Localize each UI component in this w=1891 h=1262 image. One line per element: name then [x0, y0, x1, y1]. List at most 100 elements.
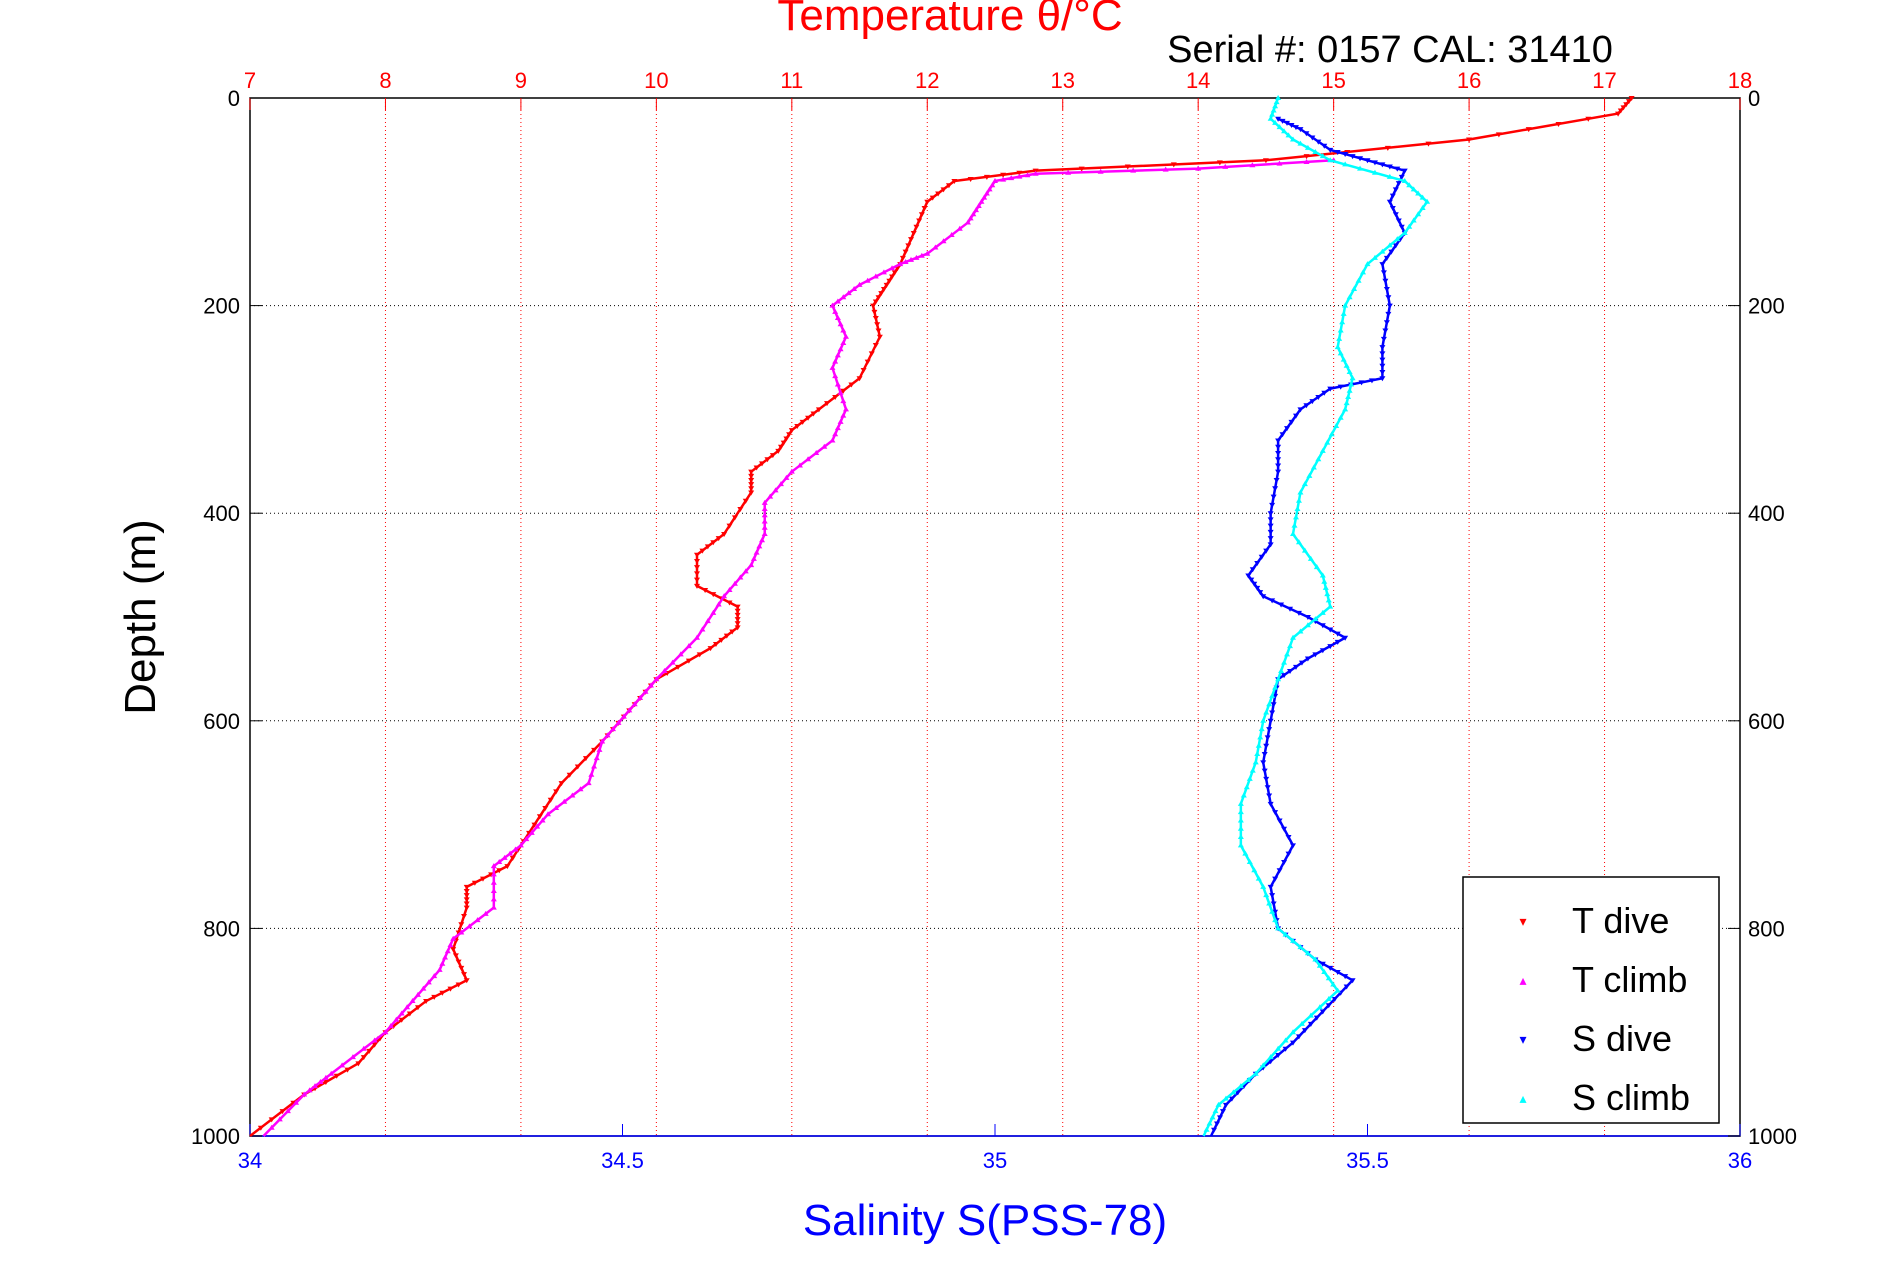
data-point [1216, 160, 1223, 166]
tick-label-depth-left: 0 [228, 86, 240, 111]
data-point [1315, 139, 1322, 145]
data-point [694, 634, 700, 640]
data-point [333, 1073, 340, 1079]
data-point [1275, 1053, 1282, 1059]
data-point [1325, 995, 1332, 1001]
data-point [975, 202, 982, 208]
data-point [620, 713, 627, 719]
data-point [1230, 1089, 1237, 1095]
data-point [837, 321, 844, 327]
data-point [872, 343, 879, 349]
data-point [1379, 357, 1386, 363]
data-point [1312, 148, 1319, 154]
data-point [1315, 394, 1322, 400]
data-point [1267, 1054, 1274, 1060]
data-point [642, 688, 649, 694]
data-point [1260, 760, 1267, 766]
data-point [1346, 387, 1353, 393]
data-point [1252, 759, 1259, 765]
data-point [731, 515, 738, 521]
data-point [840, 327, 847, 333]
data-point [1301, 1028, 1308, 1034]
data-point [945, 183, 952, 189]
data-point [1525, 127, 1532, 133]
data-point [1288, 122, 1295, 128]
data-point [1383, 320, 1390, 326]
data-point [1237, 817, 1244, 823]
data-point [929, 195, 936, 201]
data-point [775, 448, 782, 454]
data-point [1267, 517, 1274, 523]
data-point [591, 747, 598, 753]
data-point [585, 780, 592, 786]
data-point [983, 190, 990, 196]
data-point [610, 726, 617, 732]
data-point [1304, 950, 1311, 956]
data-point [463, 884, 470, 890]
series-group [249, 95, 1635, 1137]
data-point [1339, 319, 1346, 325]
data-point [496, 868, 503, 874]
data-point [1304, 144, 1311, 150]
data-point [908, 256, 915, 262]
data-point [1383, 286, 1390, 292]
data-point [721, 531, 728, 537]
legend-label: T climb [1572, 959, 1687, 1000]
data-point [1342, 635, 1349, 641]
data-point [1249, 567, 1256, 573]
data-point [1327, 157, 1334, 163]
tick-label-temperature: 10 [644, 68, 668, 93]
data-point [1255, 742, 1262, 748]
data-point [1281, 859, 1288, 865]
data-point [1275, 1045, 1282, 1051]
data-point [1275, 676, 1282, 682]
data-point [1124, 164, 1131, 170]
data-point [834, 352, 841, 358]
data-point [1306, 472, 1313, 478]
data-point [875, 328, 882, 334]
data-point [967, 215, 974, 221]
data-point [1281, 673, 1288, 679]
data-point [1386, 303, 1393, 309]
data-point [553, 804, 560, 810]
data-point [956, 225, 963, 231]
data-point [463, 901, 470, 907]
data-point [1254, 561, 1261, 567]
data-point [761, 524, 768, 530]
data-point [1245, 573, 1252, 579]
data-point [1379, 363, 1386, 369]
data-point [463, 897, 470, 903]
data-point [371, 1042, 378, 1048]
data-point [1295, 539, 1302, 545]
data-point [414, 991, 421, 997]
data-point [1262, 158, 1269, 164]
data-point [1270, 107, 1277, 113]
data-point [834, 425, 841, 431]
data-point [1216, 1115, 1223, 1121]
data-point [871, 309, 878, 315]
data-point [1222, 1102, 1229, 1108]
data-point [1245, 1076, 1252, 1082]
data-point [293, 1099, 300, 1105]
data-point [661, 667, 668, 673]
data-point [886, 278, 893, 284]
series-t-climb [262, 157, 1337, 1137]
data-point [1617, 108, 1624, 114]
data-point [447, 986, 454, 992]
data-point [748, 482, 755, 488]
data-point [322, 1074, 329, 1080]
data-point [1278, 602, 1285, 608]
data-point [1257, 590, 1264, 596]
data-point [1379, 345, 1386, 351]
data-point [840, 398, 847, 404]
data-point [880, 286, 887, 292]
data-point [897, 261, 904, 267]
data-point [970, 211, 977, 217]
data-point [856, 376, 863, 382]
data-point [1304, 656, 1311, 662]
data-point [360, 1045, 367, 1051]
data-point [1267, 718, 1274, 724]
data-point [1319, 447, 1326, 453]
data-point [750, 555, 757, 561]
data-point [1290, 843, 1296, 849]
